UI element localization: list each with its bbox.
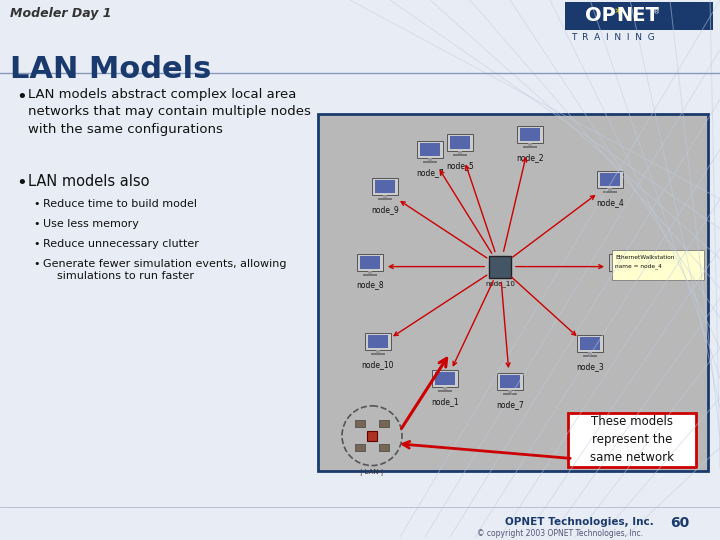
Bar [565,2,713,30]
Bar [497,373,523,390]
Bar [609,254,635,271]
Bar [428,158,432,162]
Bar [435,372,455,385]
Bar [520,129,540,141]
Bar [443,387,447,391]
Bar [365,333,391,350]
Text: These models
represent the
same network: These models represent the same network [590,415,674,464]
Bar [577,335,603,352]
Bar [357,254,383,271]
Bar [612,255,632,268]
Bar [367,431,377,441]
Text: node_2: node_2 [516,153,544,162]
Text: •: • [33,259,40,268]
Text: OP: OP [585,6,616,25]
Bar [423,161,437,163]
Text: © copyright 2003 OPNET Technologies, Inc.: © copyright 2003 OPNET Technologies, Inc… [477,529,643,538]
Text: name = node_4: name = node_4 [615,264,662,269]
Bar [375,180,395,193]
Bar [371,353,385,355]
Bar [508,390,512,394]
Bar [453,154,467,156]
Text: 60: 60 [670,516,690,530]
Bar [368,335,388,348]
Text: NET: NET [616,6,660,25]
Bar [447,134,473,151]
Bar [500,375,520,388]
Bar [379,444,389,451]
Bar [523,146,537,148]
Text: LAN models abstract complex local area
networks that may contain multiple nodes
: LAN models abstract complex local area n… [28,87,311,136]
Text: node_5: node_5 [446,161,474,170]
Text: node_1: node_1 [431,397,459,406]
Text: LAN Models: LAN Models [10,55,212,84]
Bar [608,188,612,192]
Text: node_4: node_4 [596,198,624,207]
Bar [379,420,389,427]
Text: •: • [33,199,40,209]
Text: •: • [16,87,27,105]
Text: Generate fewer simulation events, allowing
    simulations to run faster: Generate fewer simulation events, allowi… [43,259,287,281]
Bar [432,370,458,387]
Bar [588,352,592,356]
Bar [363,274,377,275]
Text: •: • [33,239,40,249]
Text: Reduce unnecessary clutter: Reduce unnecessary clutter [43,239,199,249]
Bar [603,191,617,193]
Bar [528,143,532,147]
Text: T  R  A  I  N  I  N  G: T R A I N I N G [571,33,655,42]
Text: EthernetWalkstation: EthernetWalkstation [615,255,675,260]
Bar [372,178,398,195]
Bar [458,151,462,155]
Bar [376,350,380,354]
Bar [450,136,470,149]
Text: node_3: node_3 [576,362,604,371]
Bar [580,337,600,350]
Bar [620,271,624,274]
Bar [517,126,543,143]
FancyBboxPatch shape [612,249,704,280]
Bar [318,114,708,470]
Text: node_7: node_7 [496,400,524,409]
Text: | LAN |: | LAN | [361,469,384,476]
Bar [420,143,440,156]
Bar [583,355,597,357]
Bar [503,393,517,395]
Text: ®: ® [654,9,660,15]
Bar [360,255,380,268]
Bar [438,390,452,392]
Bar [489,255,511,278]
Text: node_9: node_9 [371,205,399,214]
Text: Use less memory: Use less memory [43,219,139,229]
Text: •: • [16,174,27,192]
Text: node_10: node_10 [485,280,515,287]
Text: node_8: node_8 [356,280,384,289]
Text: node_7: node_7 [416,168,444,177]
Text: OPNET Technologies, Inc.: OPNET Technologies, Inc. [505,517,654,527]
Text: LAN models also: LAN models also [28,174,150,189]
Bar [383,195,387,199]
Text: •: • [33,219,40,229]
Text: *: * [614,6,621,20]
Bar [597,171,623,188]
Text: node_10: node_10 [361,360,395,369]
Text: Modeler Day 1: Modeler Day 1 [10,8,112,21]
Bar [568,413,696,467]
Bar [355,420,365,427]
Bar [368,271,372,274]
Bar [600,173,620,186]
Bar [615,274,629,275]
Bar [378,198,392,200]
Bar [417,141,443,158]
Text: Reduce time to build model: Reduce time to build model [43,199,197,209]
Bar [355,444,365,451]
